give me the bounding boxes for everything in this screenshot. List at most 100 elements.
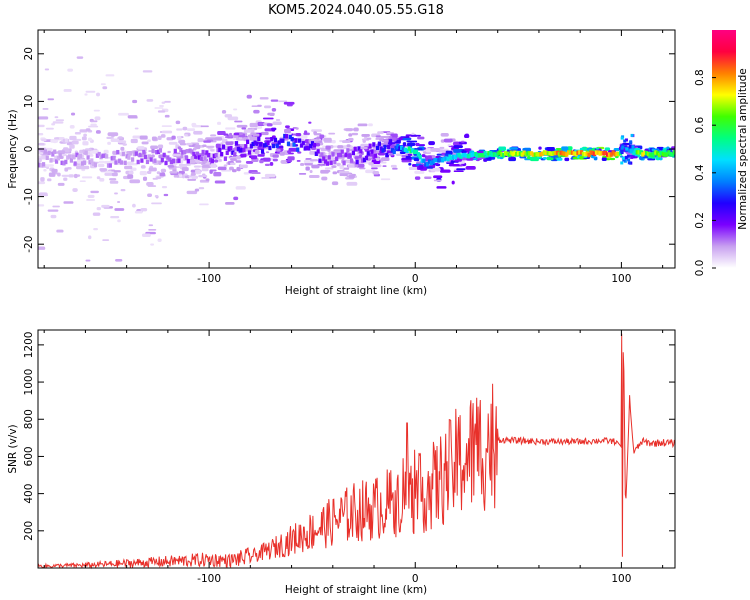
spectrogram-cell: [111, 172, 118, 177]
spectrogram-cell: [230, 162, 236, 166]
spectrogram-cell: [61, 174, 70, 177]
spectrogram-ridge-cell: [522, 150, 526, 155]
spectrogram-cell: [177, 135, 182, 141]
spectrogram-cell: [254, 149, 260, 155]
spectrogram-cell: [160, 134, 166, 138]
figure-title: KOM5.2024.040.05.55.G18: [268, 3, 444, 18]
spectrogram-noise-cell: [38, 124, 45, 128]
spectrogram-cell: [217, 166, 227, 171]
spectrogram-cell: [63, 177, 68, 181]
spectrogram-cell: [658, 157, 663, 161]
spectrogram-noise-cell: [332, 171, 338, 175]
spectrogram-ridge-cell: [520, 152, 524, 157]
spectrogram-noise-cell: [243, 172, 250, 175]
spectrogram-ridge-cell: [164, 160, 168, 166]
spectrogram-noise-cell: [313, 147, 325, 150]
colorbar-tick-label: 0.6: [694, 117, 706, 134]
spectrogram-noise-cell: [296, 160, 301, 162]
spectrogram-cell: [509, 147, 519, 150]
spectrogram-cell: [190, 172, 196, 176]
spectrogram-noise-cell: [105, 74, 115, 77]
spectrogram-ridge-cell: [542, 150, 547, 155]
spectrogram-noise-cell: [331, 165, 337, 168]
spectrogram-ridge-cell: [437, 158, 441, 163]
spectrogram-noise-cell: [104, 160, 115, 164]
spectrogram-cell: [193, 165, 201, 168]
spectrogram-ridge-cell: [158, 148, 163, 153]
spectrogram-ridge-cell: [210, 158, 215, 163]
spectrogram-ridge-cell: [567, 150, 571, 155]
snr-panel: -100 0 100 200 400 600 800 1000 1200 Height of …: [7, 329, 676, 596]
spectrogram-cell: [210, 134, 217, 137]
spectrogram-noise-cell: [38, 204, 45, 207]
spectrogram-cell: [527, 156, 531, 160]
spectrogram-ridge-cell: [381, 148, 385, 153]
spectrogram-ridge-cell: [344, 152, 348, 157]
spectrogram-ridge-cell: [589, 150, 593, 155]
spectrogram-ridge-cell: [509, 150, 513, 155]
spectrogram-noise-cell: [147, 139, 151, 142]
spectrogram-ridge-cell: [357, 146, 361, 151]
spectrogram-cell: [323, 137, 332, 142]
spectrogram-ridge-cell: [401, 147, 406, 152]
y-tick-label: 600: [23, 446, 35, 466]
spectrogram-noise-cell: [161, 186, 168, 189]
spectrogram-ridge-cell: [266, 140, 270, 146]
spectrogram-noise-cell: [148, 224, 154, 227]
spectrogram-noise-cell: [115, 259, 123, 262]
spectrogram-ridge-cell: [320, 152, 324, 157]
spectrogram-ridge-cell: [195, 151, 200, 157]
spectrogram-noise-cell: [47, 209, 59, 212]
spectrogram-noise-cell: [324, 167, 334, 170]
spectrogram-ridge-cell: [179, 147, 183, 153]
spectrogram-ridge-cell: [457, 152, 461, 158]
spectrogram-ridge-cell: [348, 153, 352, 158]
spectrogram-ridge-cell: [418, 154, 422, 160]
spectrogram-ridge-cell: [466, 154, 471, 159]
spectrogram-noise-cell: [52, 205, 60, 208]
y-tick-label: 1000: [23, 369, 35, 396]
spectrogram-ridge-cell: [498, 150, 502, 155]
spectrogram-ridge-cell: [481, 152, 485, 158]
spectrogram-noise-cell: [265, 151, 270, 154]
spectrogram-noise-cell: [357, 123, 368, 127]
spectrogram-noise-cell: [390, 164, 397, 168]
spectrogram-cell: [567, 146, 573, 151]
spectrogram-noise-cell: [107, 132, 119, 137]
spectrogram-noise-cell: [433, 175, 443, 179]
snr-x-ticks: -100 0 100: [43, 330, 664, 585]
spectrogram-ridge-cell: [90, 158, 94, 163]
spectrogram-cell: [413, 157, 420, 162]
spectrogram-ridge-cell: [613, 152, 617, 157]
spectrogram-noise-cell: [68, 174, 74, 178]
spectrogram-ridge-cell: [340, 149, 344, 154]
spectrogram-noise-cell: [74, 131, 81, 135]
spectrogram-noise-cell: [38, 192, 48, 197]
spectrogram-ridge-cell: [646, 151, 651, 157]
spectrogram-noise-cell: [414, 176, 421, 180]
spectrogram-cell: [250, 155, 258, 160]
spectrogram-x-label: Height of straight line (km): [285, 285, 427, 297]
spectrogram-ridge-cell: [409, 148, 413, 154]
spectrogram-cell: [561, 146, 569, 151]
spectrogram-noise-cell: [382, 165, 387, 168]
spectrogram-ridge-cell: [385, 152, 389, 158]
spectrogram-cell: [157, 144, 164, 149]
spectrogram-cell: [159, 172, 166, 177]
spectrogram-cell: [203, 160, 207, 164]
spectrogram-spike-cell: [621, 156, 625, 160]
spectrogram-spike-cell: [623, 159, 627, 163]
spectrogram-ridge-cell: [125, 154, 129, 159]
spectrogram-cell: [272, 158, 278, 162]
spectrogram-ridge-cell: [524, 152, 528, 157]
spectrogram-ridge-cell: [416, 152, 420, 157]
spectrogram-ridge-cell: [168, 157, 172, 162]
spectrogram-noise-cell: [56, 229, 64, 233]
spectrogram-noise-cell: [221, 110, 227, 114]
spectrogram-cell: [117, 136, 123, 139]
spectrogram-spike-cell: [623, 139, 627, 143]
spectrogram-cell: [48, 172, 56, 177]
spectrogram-cell: [173, 174, 180, 178]
spectrogram-ridge-cell: [346, 148, 350, 153]
spectrogram-ridge-cell: [190, 149, 194, 154]
